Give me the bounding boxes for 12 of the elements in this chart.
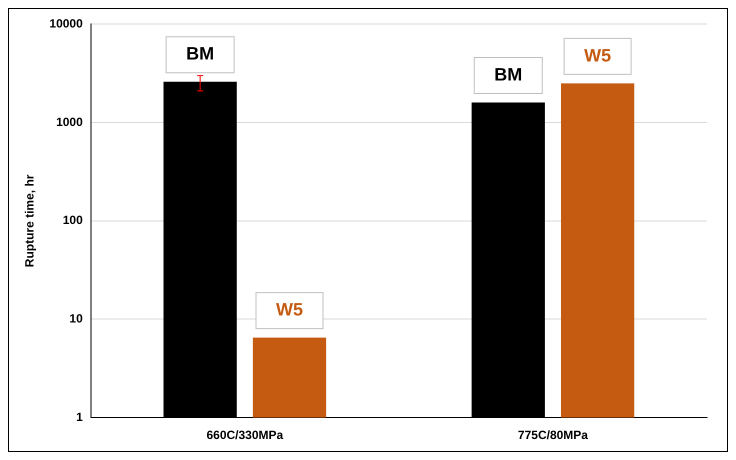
y-tick-label: 1000 xyxy=(56,114,84,129)
y-axis-title: Rupture time, hr xyxy=(22,174,37,268)
series-label: BM xyxy=(494,64,522,84)
x-tick-label: 775C/80MPa xyxy=(518,428,588,442)
y-tick-label: 10 xyxy=(69,312,84,326)
series-label: W5 xyxy=(276,300,304,320)
y-tick-label: 10000 xyxy=(49,16,84,31)
text: BM xyxy=(186,44,214,64)
y-tick-label: 100 xyxy=(62,213,84,228)
y-tick-label: 1 xyxy=(76,410,84,424)
x-tick-label: 660C/330MPa xyxy=(206,428,284,442)
text: W5 xyxy=(584,45,612,66)
